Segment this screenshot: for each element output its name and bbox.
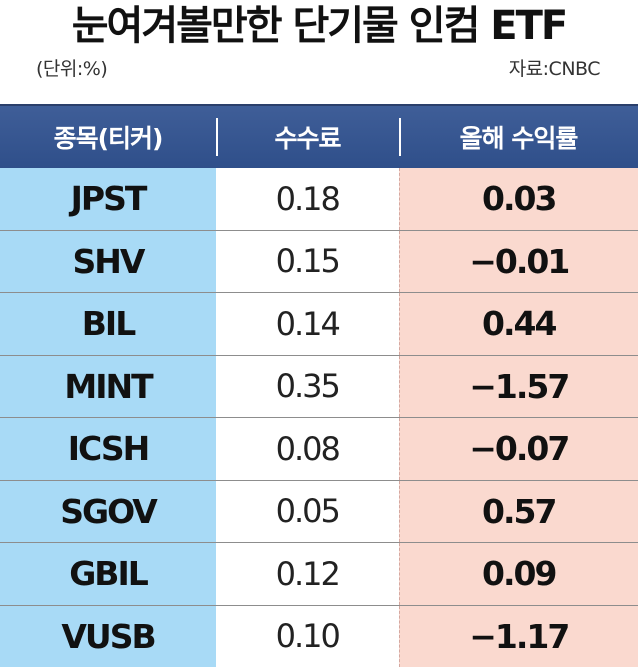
- table-row: VUSB 0.10 −1.17: [0, 605, 638, 667]
- table-row: BIL 0.14 0.44: [0, 292, 638, 356]
- ticker-cell: VUSB: [0, 605, 216, 667]
- table-row: MINT 0.35 −1.57: [0, 355, 638, 418]
- fee-cell: 0.12: [216, 542, 399, 606]
- fee-cell: 0.18: [216, 168, 399, 231]
- return-cell: −1.57: [398, 355, 638, 418]
- return-cell: 0.09: [398, 542, 638, 606]
- return-cell: −0.07: [398, 417, 638, 481]
- return-cell: −1.17: [398, 605, 638, 667]
- page-title: 눈여겨볼만한 단기물 인컴 ETF: [71, 3, 569, 49]
- table-row: ICSH 0.08 −0.07: [0, 417, 638, 481]
- fee-cell: 0.14: [216, 292, 399, 356]
- return-cell: 0.03: [398, 168, 638, 231]
- return-cell: 0.57: [398, 480, 638, 543]
- table-row: JPST 0.18 0.03: [0, 168, 638, 231]
- ticker-cell: ICSH: [0, 417, 216, 481]
- source-note: 자료:CNBC: [508, 58, 601, 80]
- return-cell: 0.44: [398, 292, 638, 356]
- table-row: GBIL 0.12 0.09: [0, 542, 638, 606]
- ticker-cell: SHV: [0, 230, 216, 293]
- unit-note: (단위:%): [36, 58, 108, 80]
- table-row: SGOV 0.05 0.57: [0, 480, 638, 543]
- ticker-cell: BIL: [0, 292, 216, 356]
- fee-cell: 0.35: [216, 355, 399, 418]
- table-row: SHV 0.15 −0.01: [0, 230, 638, 293]
- column-header-ticker: 종목(티커): [0, 104, 216, 168]
- fee-cell: 0.15: [216, 230, 399, 293]
- ticker-cell: MINT: [0, 355, 216, 418]
- ticker-cell: SGOV: [0, 480, 216, 543]
- etf-table: 종목(티커) 수수료 올해 수익률 JPST 0.18 0.03 SHV 0.1…: [0, 104, 638, 667]
- fee-cell: 0.05: [216, 480, 399, 543]
- fee-cell: 0.10: [216, 605, 399, 667]
- ticker-cell: GBIL: [0, 542, 216, 606]
- fee-cell: 0.08: [216, 417, 399, 481]
- return-cell: −0.01: [398, 230, 638, 293]
- column-header-fee: 수수료: [216, 104, 399, 168]
- table-header-row: 종목(티커) 수수료 올해 수익률: [0, 104, 638, 168]
- ticker-cell: JPST: [0, 168, 216, 231]
- column-header-return: 올해 수익률: [399, 104, 638, 168]
